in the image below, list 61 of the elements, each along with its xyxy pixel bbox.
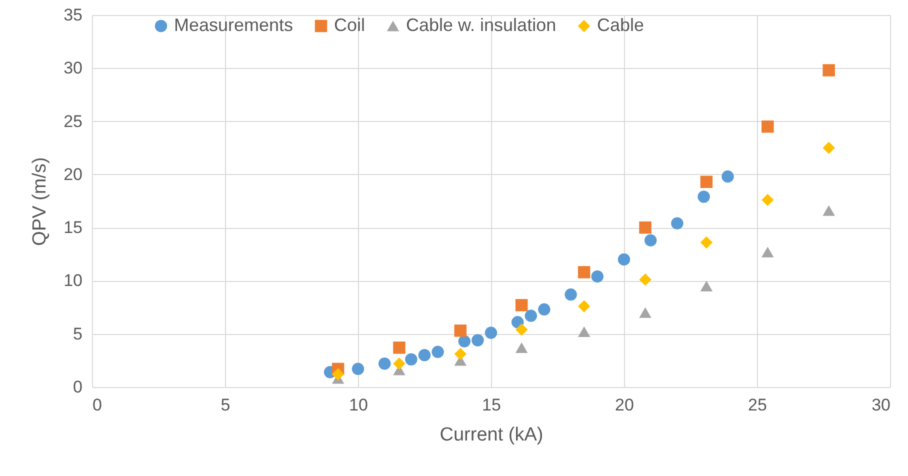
point: [405, 353, 418, 366]
point: [700, 176, 713, 188]
point: [671, 217, 684, 230]
point: [700, 280, 713, 292]
x-tick-label: 20: [615, 396, 634, 414]
point: [484, 326, 498, 339]
x-tick-label: 15: [482, 396, 501, 414]
point: [393, 357, 406, 370]
y-tick-label: 5: [73, 324, 82, 344]
point: [564, 288, 577, 301]
legend-label: Coil: [334, 15, 366, 35]
x-tick-label: 25: [748, 396, 767, 414]
legend-label: Cable: [597, 15, 644, 35]
point: [352, 362, 364, 376]
point: [762, 246, 774, 258]
point: [418, 349, 431, 362]
point: [393, 342, 406, 354]
point: [698, 190, 710, 203]
y-tick-label: 25: [64, 112, 82, 131]
point: [515, 323, 528, 336]
point: [722, 170, 734, 183]
point: [639, 274, 652, 286]
point: [762, 120, 774, 133]
point: [515, 299, 528, 312]
point: [639, 307, 652, 318]
point: [591, 270, 604, 283]
point: [458, 335, 471, 348]
point: [618, 253, 630, 266]
y-tick-label: 35: [64, 6, 82, 24]
x-tick-label: 5: [220, 396, 230, 414]
point: [639, 221, 652, 234]
point: [822, 205, 835, 216]
x-tick-label: 30: [872, 396, 890, 414]
x-tick-label: 0: [92, 396, 102, 414]
y-tick-label: 0: [73, 378, 82, 396]
x-tick-label: 10: [349, 396, 368, 414]
point: [432, 346, 444, 358]
point: [472, 334, 484, 346]
y-tick-label: 30: [64, 58, 82, 78]
point: [538, 303, 550, 316]
point: [762, 194, 774, 206]
y-axis-title: QPV (m/s): [30, 157, 51, 246]
point: [332, 368, 344, 380]
point: [378, 358, 391, 370]
point: [454, 324, 467, 337]
point: [822, 142, 835, 154]
point: [524, 310, 538, 322]
point: [454, 348, 467, 360]
y-tick-label: 15: [64, 218, 82, 238]
point: [644, 234, 657, 246]
legend-label: Cable w. insulation: [406, 15, 556, 35]
x-axis-title: Current (kA): [440, 424, 544, 446]
y-tick-label: 20: [64, 164, 82, 184]
point: [700, 236, 713, 249]
point: [515, 342, 528, 353]
point: [578, 300, 590, 312]
point: [578, 266, 590, 278]
point: [578, 326, 590, 338]
legend-label: Measurements: [174, 15, 294, 35]
point: [822, 64, 835, 76]
y-tick-label: 10: [64, 271, 82, 290]
